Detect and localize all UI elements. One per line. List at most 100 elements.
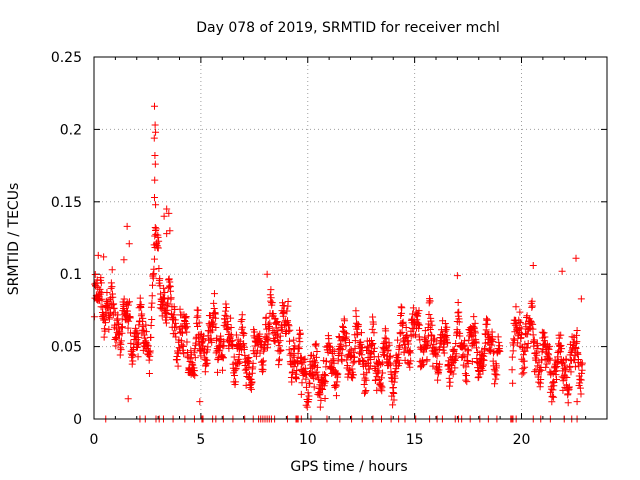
data-point bbox=[534, 371, 542, 379]
data-point bbox=[311, 341, 319, 349]
data-point bbox=[341, 317, 349, 325]
data-point bbox=[290, 353, 298, 361]
data-point bbox=[512, 303, 520, 311]
data-point bbox=[229, 342, 237, 350]
data-point bbox=[574, 350, 582, 358]
data-point bbox=[478, 363, 486, 371]
data-point bbox=[321, 394, 329, 402]
data-point bbox=[277, 346, 285, 354]
data-point bbox=[105, 325, 113, 333]
data-point bbox=[399, 318, 407, 326]
data-point bbox=[91, 270, 99, 278]
data-point bbox=[335, 333, 343, 341]
data-point bbox=[337, 343, 345, 351]
data-point bbox=[529, 331, 537, 339]
data-point bbox=[298, 379, 306, 387]
data-point bbox=[267, 286, 275, 294]
data-point bbox=[358, 351, 366, 359]
data-point bbox=[360, 381, 368, 389]
data-point bbox=[541, 333, 549, 341]
data-point bbox=[576, 384, 584, 392]
data-point bbox=[182, 324, 190, 332]
data-point bbox=[462, 363, 470, 371]
data-point bbox=[312, 353, 320, 361]
data-point bbox=[291, 342, 299, 350]
data-point bbox=[549, 386, 557, 394]
data-point bbox=[369, 340, 377, 348]
data-point bbox=[338, 346, 346, 354]
data-point bbox=[132, 327, 140, 335]
data-point bbox=[385, 341, 393, 349]
data-point bbox=[358, 343, 366, 351]
data-point bbox=[174, 349, 182, 357]
data-point bbox=[212, 324, 220, 332]
data-point bbox=[252, 352, 260, 360]
data-point bbox=[338, 357, 346, 365]
data-point bbox=[436, 360, 444, 368]
data-point bbox=[236, 358, 244, 366]
data-point bbox=[147, 333, 155, 341]
data-point bbox=[183, 328, 191, 336]
data-point bbox=[319, 385, 327, 393]
data-point bbox=[289, 368, 297, 376]
data-point bbox=[298, 360, 306, 368]
data-point bbox=[150, 255, 158, 263]
data-point bbox=[406, 363, 414, 371]
data-point bbox=[517, 325, 525, 333]
data-point bbox=[114, 311, 122, 319]
data-point bbox=[558, 267, 566, 275]
data-point bbox=[240, 330, 248, 338]
data-point bbox=[101, 327, 109, 335]
data-point bbox=[292, 375, 300, 383]
data-point bbox=[313, 368, 321, 376]
data-point bbox=[124, 395, 132, 403]
data-point bbox=[341, 329, 349, 337]
data-point bbox=[468, 333, 476, 341]
data-point bbox=[123, 222, 131, 230]
data-point bbox=[194, 306, 202, 314]
data-point bbox=[107, 279, 115, 287]
data-point bbox=[152, 201, 160, 209]
data-point bbox=[489, 338, 497, 346]
data-point bbox=[389, 401, 397, 409]
data-point bbox=[484, 316, 492, 324]
data-point bbox=[93, 276, 101, 284]
data-point bbox=[369, 320, 377, 328]
y-tick-label: 0.1 bbox=[60, 267, 82, 283]
data-point bbox=[97, 279, 105, 287]
data-point bbox=[377, 361, 385, 369]
data-point bbox=[406, 349, 414, 357]
data-point bbox=[314, 363, 322, 371]
data-point bbox=[151, 151, 159, 159]
data-point bbox=[167, 287, 175, 295]
data-point bbox=[221, 311, 229, 319]
data-point bbox=[179, 329, 187, 337]
data-point bbox=[240, 343, 248, 351]
data-point bbox=[262, 313, 270, 321]
data-point bbox=[372, 376, 380, 384]
data-point bbox=[191, 372, 199, 380]
data-point bbox=[108, 283, 116, 291]
data-point bbox=[94, 251, 102, 259]
x-tick-label: 5 bbox=[196, 432, 205, 448]
data-point bbox=[284, 317, 292, 325]
data-point bbox=[273, 319, 281, 327]
data-point bbox=[354, 330, 362, 338]
data-point bbox=[293, 366, 301, 374]
data-point bbox=[395, 343, 403, 351]
data-point bbox=[129, 357, 137, 365]
data-point bbox=[173, 356, 181, 364]
data-point bbox=[96, 290, 104, 298]
axis-ticks bbox=[93, 56, 608, 420]
data-point bbox=[496, 347, 504, 355]
data-point bbox=[342, 335, 350, 343]
chart-title: Day 078 of 2019, SRMTID for receiver mch… bbox=[196, 20, 500, 36]
data-point bbox=[557, 342, 565, 350]
y-tick-label: 0.15 bbox=[51, 195, 82, 211]
data-point bbox=[339, 322, 347, 330]
data-point bbox=[415, 307, 423, 315]
data-point bbox=[397, 303, 405, 311]
data-point bbox=[572, 254, 580, 262]
data-point bbox=[306, 380, 314, 388]
data-point bbox=[164, 301, 172, 309]
